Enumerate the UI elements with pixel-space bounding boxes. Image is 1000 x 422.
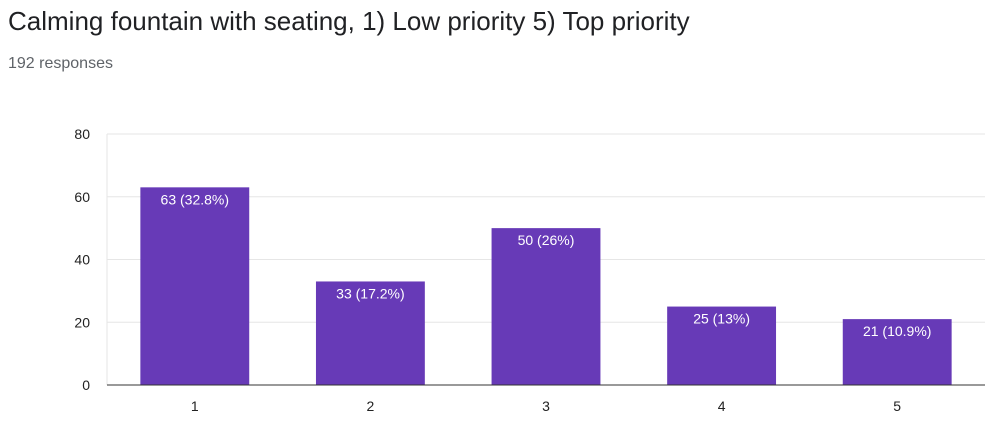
x-tick-label: 1 — [191, 398, 199, 414]
data-label-5: 21 (10.9%) — [863, 323, 931, 339]
bar-4 — [667, 306, 777, 385]
x-tick-label: 3 — [542, 398, 550, 414]
bar-2 — [315, 281, 425, 385]
bar-1 — [140, 187, 250, 385]
y-tick-label: 80 — [74, 126, 90, 142]
x-tick-label: 2 — [367, 398, 375, 414]
x-tick-label: 4 — [718, 398, 726, 414]
data-labels: 63 (32.8%) 33 (17.2%) 50 (26%) 25 (13%) 21 (… — [161, 191, 932, 339]
bars — [140, 187, 952, 385]
data-label-3: 50 (26%) — [518, 232, 575, 248]
y-tick-label: 20 — [74, 314, 90, 330]
y-tick-label: 60 — [74, 189, 90, 205]
response-count: 192 responses — [8, 55, 113, 72]
y-tick-label: 0 — [82, 377, 90, 393]
bar-5 — [842, 319, 952, 385]
data-label-2: 33 (17.2%) — [336, 285, 404, 301]
data-label-1: 63 (32.8%) — [161, 191, 229, 207]
y-tick-label: 40 — [74, 252, 90, 268]
bar-3 — [491, 228, 601, 385]
data-label-4: 25 (13%) — [693, 311, 750, 327]
x-tick-label: 5 — [893, 398, 901, 414]
y-axis-ticks: 0 20 40 60 80 — [74, 126, 90, 393]
chart-title: Calming fountain with seating, 1) Low pr… — [8, 6, 690, 36]
x-axis-ticks: 1 2 3 4 5 — [191, 398, 901, 414]
